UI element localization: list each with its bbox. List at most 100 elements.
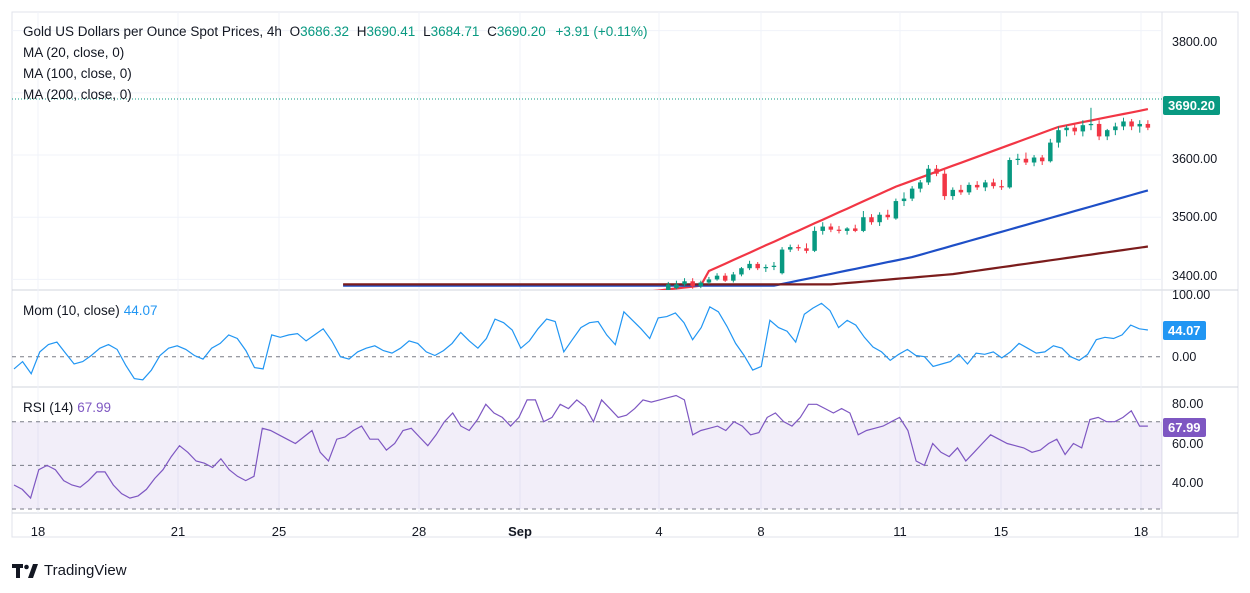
mom-tick: 100.00 [1172, 288, 1211, 302]
candle-body [999, 186, 1004, 188]
candle-body [1039, 157, 1045, 162]
candle-body [861, 217, 866, 231]
change-value: +3.91 (+0.11%) [555, 24, 648, 39]
candle-body [1007, 160, 1012, 188]
candle-body [1048, 142, 1053, 162]
price-pane [343, 107, 1151, 290]
rsi-tick: 40.00 [1172, 476, 1204, 490]
candle-body [828, 226, 834, 230]
candle-body [771, 265, 777, 267]
x-tick: 15 [993, 524, 1009, 539]
candle-body [731, 274, 736, 281]
candle-body [1088, 123, 1094, 126]
candle-body [698, 282, 704, 287]
mom-tick: 0.00 [1172, 350, 1197, 364]
mom-label: Mom (10, close) [23, 303, 120, 318]
low-value: 3684.71 [430, 24, 480, 39]
candle-body [877, 214, 882, 223]
candle-body [950, 189, 956, 197]
price-tick: 3400.00 [1172, 269, 1218, 283]
ma20-legend[interactable]: MA (20, close, 0) [23, 45, 125, 60]
rsi-value-tag: 67.99 [1163, 418, 1206, 437]
candle-body [1080, 125, 1086, 132]
candle-body [739, 268, 744, 275]
candle-body [722, 275, 728, 281]
x-tick: 4 [655, 524, 663, 539]
mom-value-tag: 44.07 [1163, 321, 1206, 340]
tradingview-brand[interactable]: TradingView [12, 562, 127, 579]
brand-name: TradingView [44, 562, 127, 579]
candle-body [942, 173, 947, 197]
candle-body [1031, 157, 1037, 163]
last-price-tag: 3690.20 [1163, 96, 1220, 115]
price-tick: 3500.00 [1172, 210, 1218, 224]
candle-body [885, 214, 890, 218]
candle-body [682, 281, 687, 285]
ma20-line [652, 108, 1149, 290]
candle-body [974, 184, 980, 188]
candle-body [755, 263, 760, 269]
ma100-line [343, 189, 1149, 287]
rsi-tick: 60.00 [1172, 437, 1204, 451]
mom-legend[interactable]: Mom (10, close) 44.07 [23, 303, 158, 318]
x-tick: 28 [411, 524, 427, 539]
candle-body [853, 228, 858, 231]
symbol-title: Gold US Dollars per Ounce Spot Prices, 4… [23, 24, 282, 39]
x-tick: 18 [1133, 524, 1149, 539]
candle-body [666, 284, 671, 290]
high-label: H [356, 24, 367, 39]
candle-body [1015, 158, 1021, 161]
price-tick: 3800.00 [1172, 35, 1218, 49]
ma100-legend[interactable]: MA (100, close, 0) [23, 66, 132, 81]
candle-body [918, 182, 923, 189]
open-value: 3686.32 [300, 24, 349, 39]
x-tick: 11 [893, 524, 907, 539]
open-label: O [289, 24, 301, 39]
candle-body [1096, 123, 1102, 137]
close-label: C [487, 24, 497, 39]
candle-body [690, 281, 695, 287]
candle-body [1113, 126, 1118, 131]
rsi-band [12, 421, 1162, 509]
candle-body [796, 247, 801, 249]
candle-body [747, 263, 752, 269]
candle-body [714, 275, 720, 280]
candle-body [893, 201, 899, 219]
x-tick: 8 [757, 524, 765, 539]
candle-body [991, 182, 996, 187]
candle-body [983, 182, 988, 188]
candle-body [674, 284, 679, 289]
candle-body [934, 168, 939, 174]
candle-body [966, 184, 972, 193]
candle-body [1137, 123, 1142, 127]
ma200-line [343, 245, 1149, 286]
candle-body [763, 266, 769, 269]
candle-body [706, 279, 712, 283]
candle-body [1056, 130, 1061, 143]
candle-body [836, 229, 842, 231]
mom-line [13, 302, 1148, 381]
candle-body [909, 188, 915, 199]
rsi-value: 67.99 [77, 400, 112, 415]
x-tick: 21 [170, 524, 186, 539]
low-label: L [423, 24, 431, 39]
rsi-line [13, 394, 1148, 500]
x-tick: 18 [30, 524, 46, 539]
price-tick: 3600.00 [1172, 152, 1218, 166]
candle-body [1023, 158, 1029, 163]
candle-body [1121, 121, 1126, 127]
candle-body [820, 226, 825, 231]
candle-body [787, 247, 793, 250]
candle-body [901, 198, 907, 202]
candle-body [1064, 127, 1069, 131]
candle-body [1104, 130, 1110, 137]
rsi-legend[interactable]: RSI (14) 67.99 [23, 400, 111, 415]
high-value: 3690.41 [366, 24, 416, 39]
symbol-legend: Gold US Dollars per Ounce Spot Prices, 4… [23, 24, 648, 39]
rsi-label: RSI (14) [23, 400, 74, 415]
close-value: 3690.20 [496, 24, 546, 39]
ma200-legend[interactable]: MA (200, close, 0) [23, 87, 132, 102]
candle-body [869, 217, 874, 223]
candle-body [1072, 127, 1077, 132]
